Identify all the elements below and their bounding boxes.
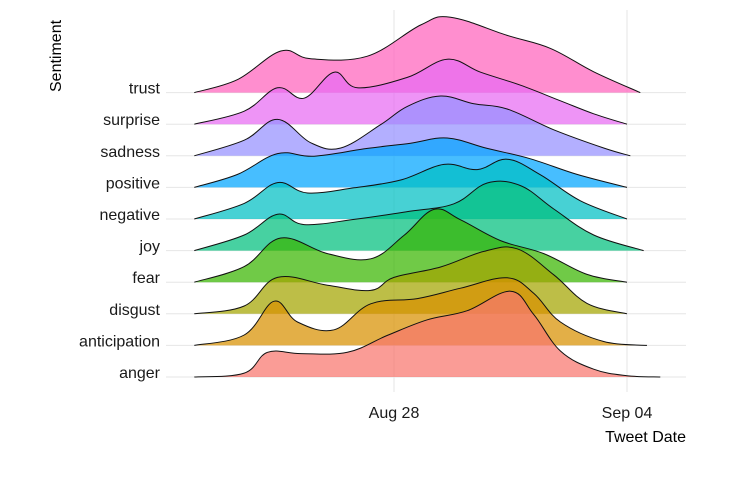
ridge-area-anger [194,291,661,377]
category-label-anger: anger [119,365,161,382]
ridge-outline-anticipation [194,277,648,346]
ridge-outline-negative [194,158,628,220]
category-label-sadness: sadness [100,144,160,161]
category-label-trust: trust [129,81,161,98]
ridge-area-sadness [194,95,631,156]
category-label-negative: negative [100,207,161,224]
category-label-surprise: surprise [103,112,160,129]
ridge-outline-disgust [194,246,628,315]
ridge-area-surprise [194,59,628,125]
ridges [194,16,661,378]
category-label-disgust: disgust [109,302,160,319]
category-labels: anger anticipation disgust fear joy negative p… [79,81,161,382]
y-axis-title: Sentiment [48,19,65,92]
category-label-joy: joy [139,239,160,256]
ridge-outline-positive [194,137,628,188]
ridge-outline-surprise [194,58,628,125]
category-label-positive: positive [106,175,160,192]
ridge-outline-sadness [194,95,631,157]
category-label-fear: fear [132,270,160,287]
ridge-outline-joy [194,180,644,252]
ridge-area-trust [194,16,641,93]
x-tick-label-0: Aug 28 [369,405,420,422]
category-label-anticipation: anticipation [79,333,160,350]
ridge-outline-anger [194,290,661,378]
ridge-outline-trust [194,16,641,94]
x-tick-label-1: Sep 04 [602,405,653,422]
x-axis-ticks: Aug 28 Sep 04 [369,405,653,422]
ridge-area-joy [194,181,644,251]
x-axis-title: Tweet Date [605,429,686,446]
ridge-outline-fear [194,208,628,283]
